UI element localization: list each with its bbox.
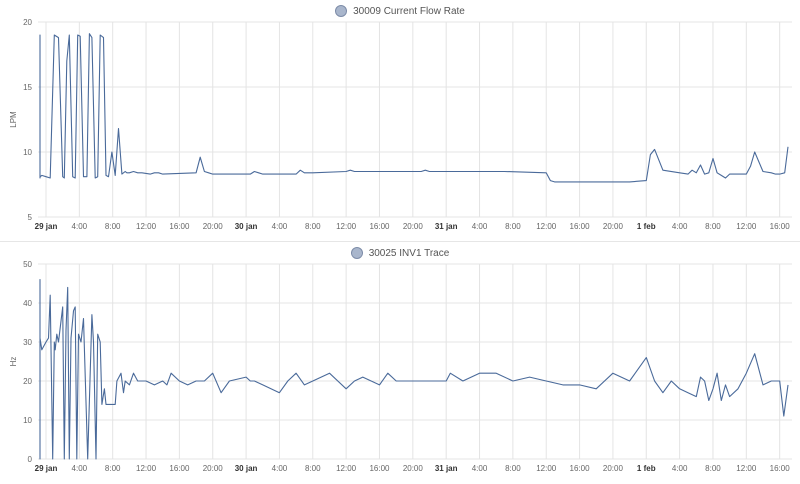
x-tick-label: 20:00 [603,464,624,473]
flow-rate-plot: 5 10 15 20 29 jan 4:00 8:00 12:00 16:00 20:00 30 j… [9,18,792,231]
x-tick-label: 8:00 [705,222,721,231]
x-tick-label: 30 jan [235,222,258,231]
legend-label: 30009 Current Flow Rate [353,5,465,17]
x-tick-label: 20:00 [203,222,224,231]
x-tick-label: 20:00 [403,464,424,473]
x-tick-label: 4:00 [72,464,88,473]
x-tick-label: 16:00 [169,464,190,473]
x-tick-label: 16:00 [369,464,390,473]
x-tick-label: 12:00 [136,464,157,473]
y-axis-title: Hz [9,357,18,367]
x-tick-label: 12:00 [136,222,157,231]
legend-marker-icon [350,247,363,259]
x-tick-label: 4:00 [72,222,88,231]
inv1-trace-plot: 0 10 20 30 40 50 29 jan 4:00 8:00 12:00 16:00 20:00… [9,260,792,473]
x-tick-label: 8:00 [105,464,121,473]
y-tick-label: 30 [23,338,32,347]
y-tick-label: 20 [23,18,32,27]
y-tick-label: 20 [23,377,32,386]
x-tick-label: 4:00 [672,464,688,473]
x-tick-label: 12:00 [736,222,757,231]
x-tick-label: 16:00 [369,222,390,231]
x-tick-label: 20:00 [603,222,624,231]
panel-divider [0,241,800,242]
x-tick-label: 4:00 [272,464,288,473]
series-line[interactable] [39,33,789,183]
x-tick-label: 8:00 [505,222,521,231]
x-tick-label: 16:00 [570,464,591,473]
x-tick-label: 16:00 [770,222,791,231]
chart-legend[interactable]: 30009 Current Flow Rate [0,5,800,17]
flow-rate-chart-panel: 30009 Current Flow Rate 5 10 15 20 29 jan 4:0… [0,5,800,231]
y-tick-label: 40 [23,299,32,308]
x-tick-label: 8:00 [505,464,521,473]
x-tick-label: 20:00 [403,222,424,231]
x-tick-label: 29 jan [35,222,58,231]
x-tick-label: 31 jan [435,464,458,473]
legend-marker-icon [335,5,348,17]
x-tick-label: 4:00 [472,222,488,231]
x-tick-label: 1 feb [637,222,656,231]
x-tick-label: 1 feb [637,464,656,473]
y-tick-label: 15 [23,83,32,92]
y-tick-label: 5 [28,213,33,222]
x-tick-label: 20:00 [203,464,224,473]
x-tick-label: 4:00 [672,222,688,231]
x-tick-label: 29 jan [35,464,58,473]
x-tick-label: 16:00 [169,222,190,231]
y-axis-title: LPM [9,111,18,128]
x-tick-label: 8:00 [105,222,121,231]
x-tick-label: 4:00 [272,222,288,231]
y-tick-label: 0 [28,455,33,464]
x-tick-label: 12:00 [736,464,757,473]
x-tick-label: 12:00 [336,464,357,473]
series-line[interactable] [39,279,789,460]
chart-legend[interactable]: 30025 INV1 Trace [0,247,800,259]
y-tick-label: 10 [23,416,32,425]
x-tick-label: 16:00 [770,464,791,473]
legend-label: 30025 INV1 Trace [368,247,450,259]
x-tick-label: 16:00 [570,222,591,231]
x-tick-label: 8:00 [305,464,321,473]
x-tick-label: 12:00 [536,464,557,473]
x-tick-label: 31 jan [435,222,458,231]
inv1-trace-chart-panel: 30025 INV1 Trace 0 10 20 30 40 50 29 jan 4:00 8:… [0,242,800,484]
y-tick-label: 50 [23,260,32,269]
y-tick-label: 10 [23,148,32,157]
x-tick-label: 12:00 [536,222,557,231]
x-tick-label: 8:00 [705,464,721,473]
x-tick-label: 8:00 [305,222,321,231]
x-tick-label: 4:00 [472,464,488,473]
x-tick-label: 12:00 [336,222,357,231]
x-tick-label: 30 jan [235,464,258,473]
